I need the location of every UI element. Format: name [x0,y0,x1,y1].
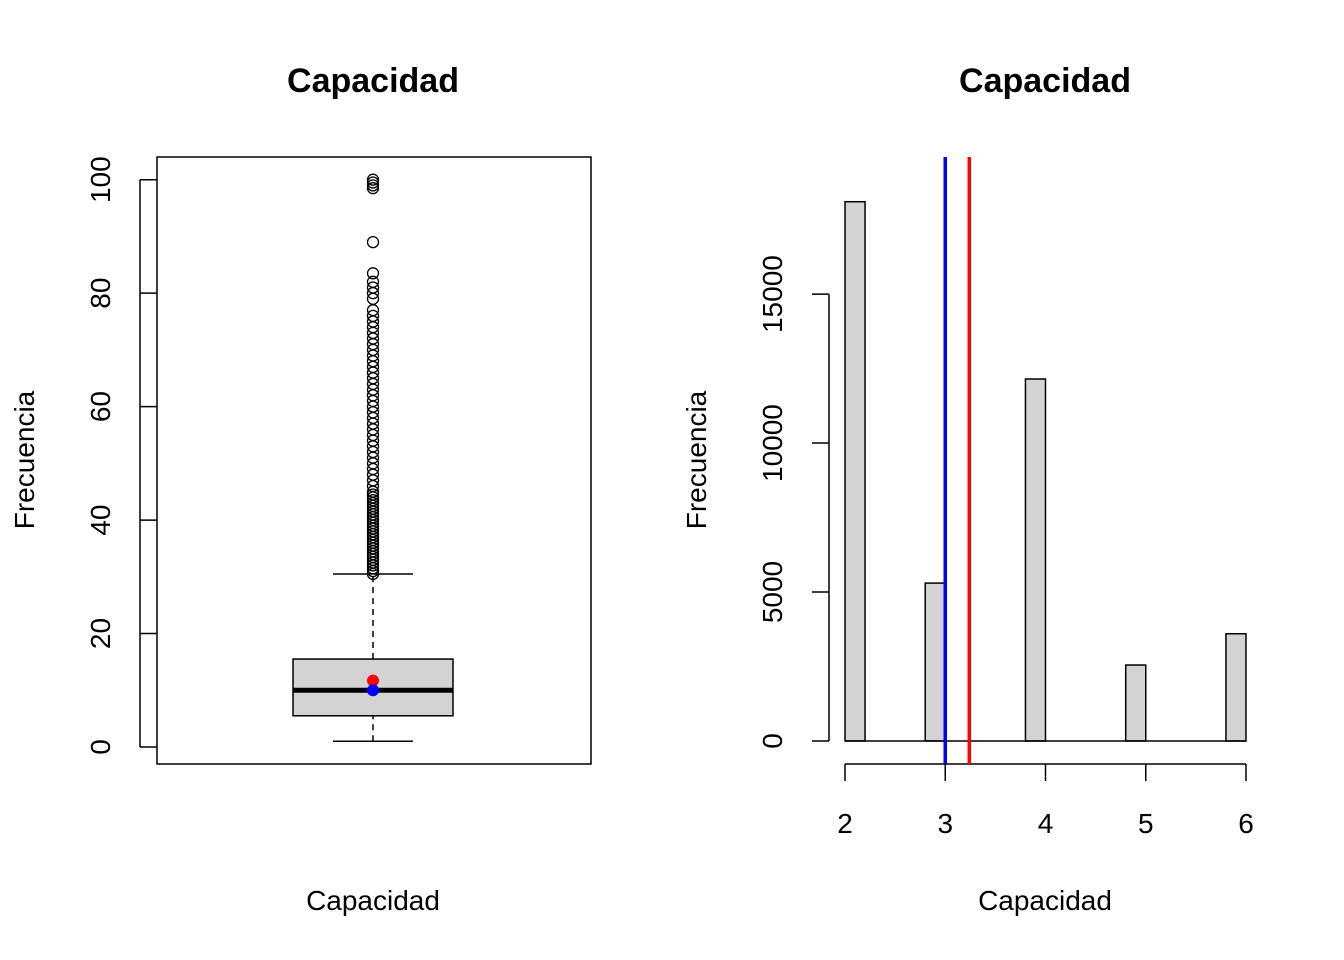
histogram-y-tick-label: 10000 [757,404,788,482]
boxplot-y-tick-label: 100 [85,156,116,203]
boxplot-x-label: Capacidad [306,885,440,916]
histogram-reference-lines [943,157,972,764]
histogram-y-label: Frecuencia [681,390,712,529]
histogram-bar [924,582,947,742]
boxplot-y-tick-label: 20 [85,618,116,649]
boxplot-y-tick-label: 0 [85,739,116,755]
boxplot-body [292,573,454,743]
histogram-bar [844,200,866,742]
histogram-x-tick-label: 2 [837,808,853,839]
boxplot-outlier-point [366,275,380,288]
boxplot-frame [156,156,592,765]
boxplot-outlier-point [366,235,380,249]
boxplot-outlier-point [366,494,380,507]
histogram-y-axis: 0 5000 10000 15000 [757,255,830,749]
histogram-x-axis: 2 3 4 5 6 [837,763,1254,839]
histogram-x-tick-label: 3 [937,808,953,839]
boxplot-y-tick-label: 80 [85,278,116,309]
histogram-panel: Capacidad Capacidad Frecuencia 2 3 4 5 6 0 50… [681,62,1254,916]
histogram-bar [1024,378,1047,742]
boxplot-title: Capacidad [287,62,459,100]
boxplot-outlier-point [366,267,380,280]
histogram-y-tick-label: 0 [757,733,788,749]
histogram-x-label: Capacidad [978,885,1112,916]
boxplot-outlier-point [366,488,380,501]
boxplot-panel: Capacidad Capacidad Frecuencia 0 20 40 60 80… [9,62,592,916]
boxplot-median-point [367,684,379,697]
histogram-x-tick-label: 5 [1138,808,1154,839]
histogram-y-tick-label: 5000 [757,561,788,623]
boxplot-outlier-point [366,281,380,294]
boxplot-y-tick-label: 60 [85,391,116,422]
boxplot-outlier-point [366,179,380,192]
boxplot-mean-point [367,674,379,687]
boxplot-outlier-point [366,309,380,322]
histogram-y-tick-label: 15000 [757,255,788,333]
histogram-x-tick-label: 4 [1038,808,1054,839]
histogram-bar [1124,664,1147,742]
boxplot-outliers [366,173,380,581]
histogram-x-tick-label: 6 [1238,808,1254,839]
boxplot-y-label: Frecuencia [9,390,40,529]
histogram-bar [1225,632,1247,742]
boxplot-outlier-point [366,176,380,189]
histogram-bars [844,200,1247,742]
boxplot-outlier-point [366,182,380,195]
boxplot-y-tick-label: 40 [85,504,116,535]
boxplot-outlier-point [366,173,380,186]
histogram-title: Capacidad [959,62,1131,100]
boxplot-y-axis: 0 20 40 60 80 100 [85,156,157,755]
